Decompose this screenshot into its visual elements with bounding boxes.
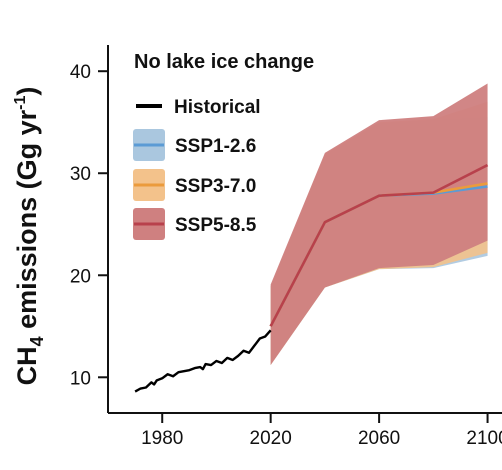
- x-tick-label-2060: 2060: [358, 428, 400, 449]
- series-lines: [269, 163, 489, 327]
- y-axis-label: CH4 emissions (Gg yr-1): [12, 87, 47, 386]
- axes: [107, 45, 502, 414]
- x-tick-label-1980: 1980: [141, 428, 183, 449]
- y-ticks: 10 20 30 40: [70, 62, 108, 389]
- chart-title: No lake ice change: [134, 51, 314, 73]
- legend: No lake ice change Historical SSP1-2.6 S…: [133, 51, 314, 240]
- legend-historical-label: Historical: [174, 97, 261, 118]
- legend-ssp370-label: SSP3-7.0: [175, 176, 256, 197]
- legend-ssp126-label: SSP1-2.6: [175, 136, 256, 157]
- y-tick-label-10: 10: [70, 368, 91, 389]
- x-tick-label-2020: 2020: [250, 428, 292, 449]
- uncertainty-bands: [270, 83, 488, 366]
- historical-line: [134, 329, 272, 393]
- historical-line-group: [134, 329, 272, 393]
- legend-ssp585-label: SSP5-8.5: [175, 215, 257, 236]
- y-tick-label-30: 30: [70, 164, 91, 185]
- y-tick-label-40: 40: [70, 62, 91, 83]
- x-tick-label-2100: 2100: [466, 428, 502, 449]
- band-ssp5-8.5: [270, 83, 488, 366]
- y-tick-label-20: 20: [70, 266, 91, 287]
- line-ssp5-8.5: [269, 163, 489, 327]
- x-ticks: 1980 2020 2060 2100: [141, 413, 502, 449]
